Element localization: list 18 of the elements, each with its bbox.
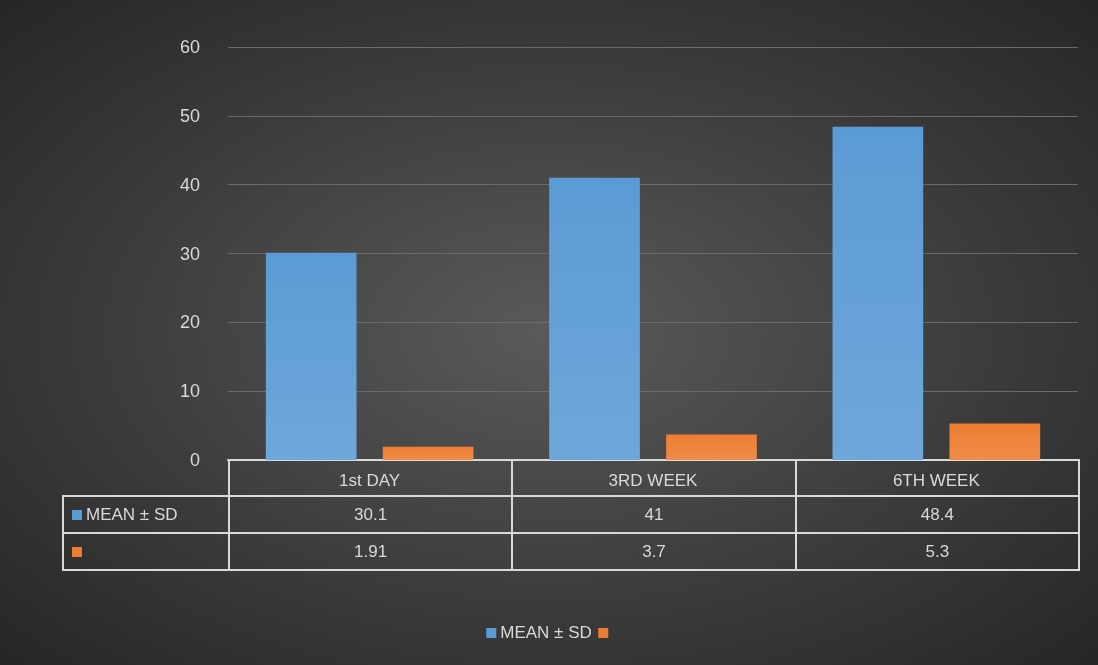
data-label: 1.91 — [229, 533, 513, 570]
data-label: 41 — [512, 496, 796, 533]
text: MEAN ± SD — [500, 623, 592, 642]
y-tick-label: 40 — [179, 174, 200, 195]
y-tick-label: 30 — [179, 243, 200, 264]
data-label: 3.7 — [512, 533, 796, 570]
x-tick-label: 3RD WEEK — [608, 471, 699, 490]
y-tick-label: 50 — [179, 105, 200, 126]
legend-label: MEAN ± SD — [63, 496, 229, 533]
y-tick-label: 10 — [179, 381, 200, 402]
y-tick-label: 60 — [179, 37, 200, 57]
data-label: 48.4 — [795, 496, 1079, 533]
data-label: 30.1 — [229, 496, 513, 533]
y-tick-label: 0 — [189, 450, 200, 470]
y-tick-label: 20 — [179, 312, 200, 333]
x-tick-label: 6TH WEEK — [892, 471, 981, 490]
x-tick-label: 1st DAY — [339, 471, 401, 490]
data-label: 5.3 — [795, 533, 1079, 570]
